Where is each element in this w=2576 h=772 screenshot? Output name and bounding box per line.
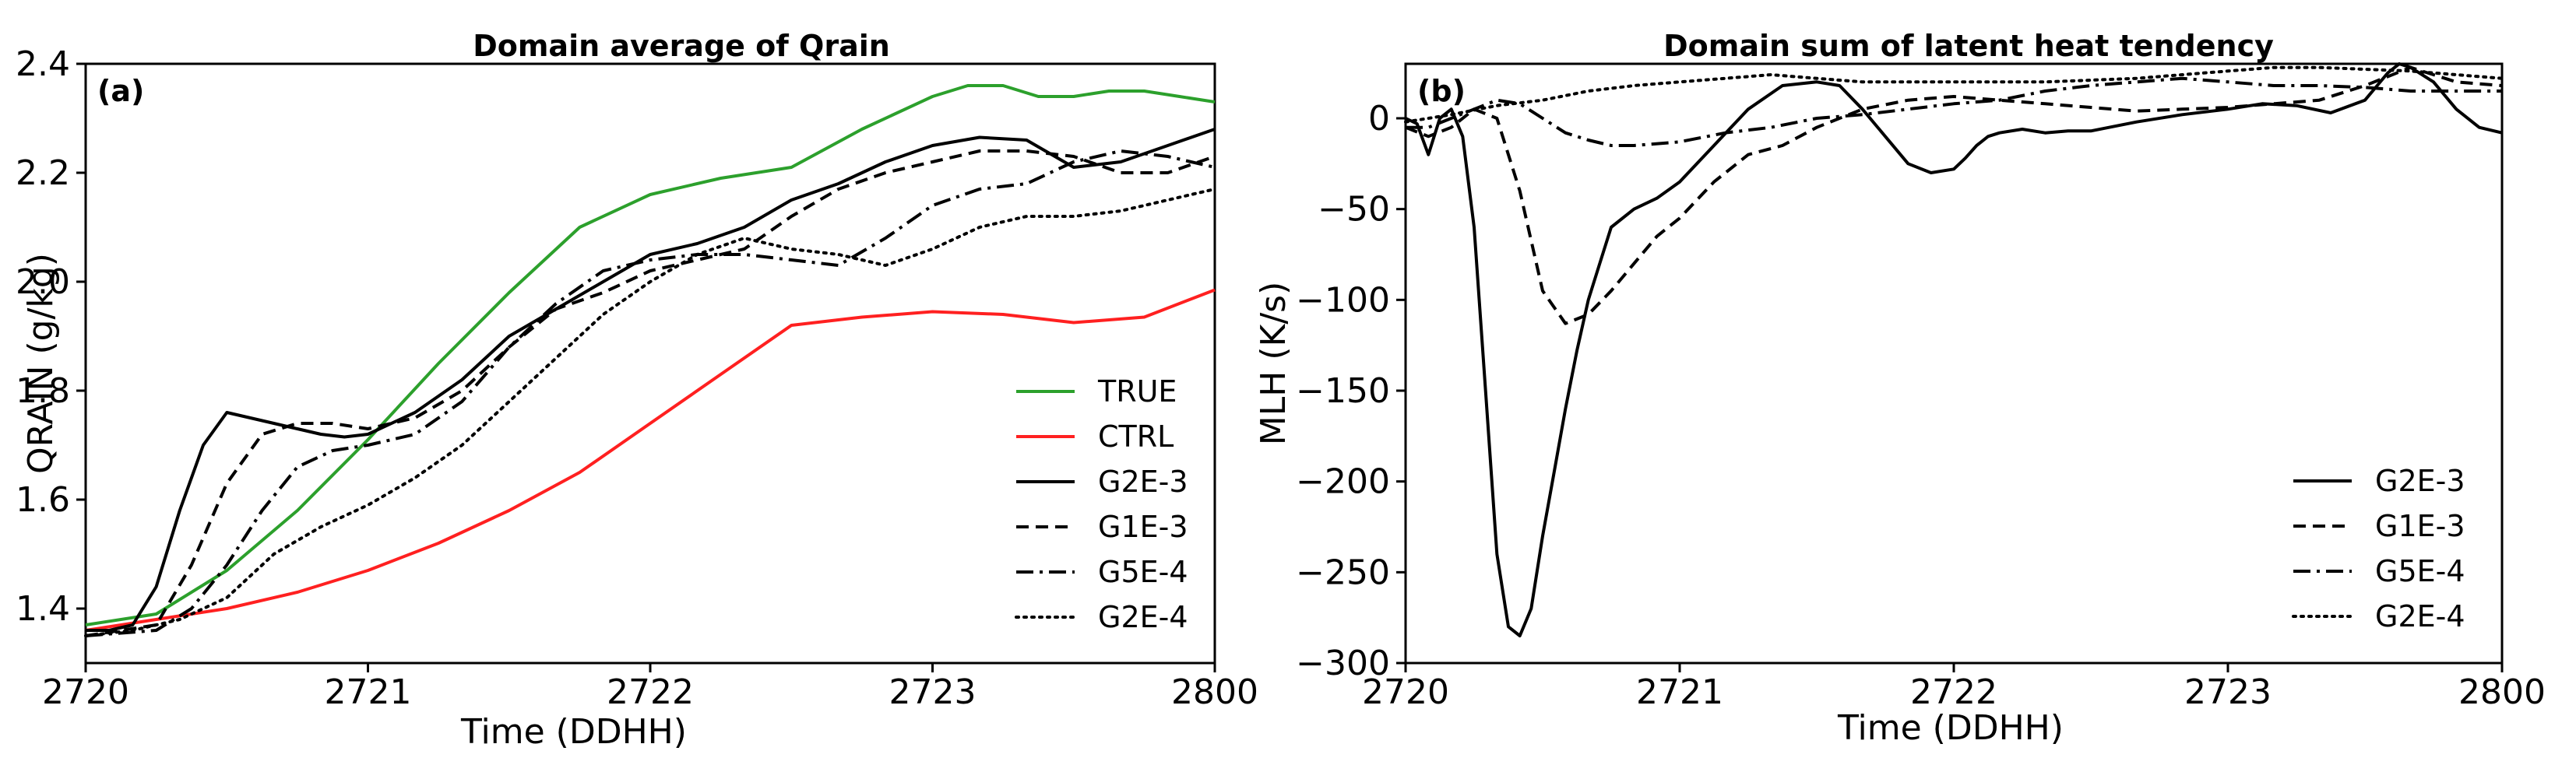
a-x-tick-label: 2722 xyxy=(607,672,694,712)
a-y-tick-label: 2.2 xyxy=(16,153,70,193)
a-legend-label: CTRL xyxy=(1098,419,1174,454)
b-y-tick-label: −250 xyxy=(1296,553,1390,592)
b-x-tick-label: 2720 xyxy=(1362,672,1449,712)
panel-a-title: Domain average of Qrain xyxy=(473,29,890,63)
a-y-tick-label: 1.6 xyxy=(16,480,70,520)
b-y-tick-label: −300 xyxy=(1296,644,1390,683)
panel-a-ylabel: QRAIN (g/kg) xyxy=(21,253,61,474)
b-y-tick-label: −100 xyxy=(1296,280,1390,320)
b-series-g5e-4 xyxy=(1406,76,2502,147)
b-legend-label: G2E-4 xyxy=(2375,599,2465,633)
b-y-tick-label: −200 xyxy=(1296,462,1390,502)
panel-a-chart: Domain average of Qrain (a) 1.4 1.6 1.8 2.0… xyxy=(16,29,1258,752)
a-series-g5e-4 xyxy=(85,149,1216,637)
a-legend-label: TRUE xyxy=(1097,374,1177,409)
panel-b-x-ticks: 2720 2721 2722 2723 2800 xyxy=(1362,663,2546,712)
a-x-tick-label: 2800 xyxy=(1171,672,1258,712)
b-y-tick-label: 0 xyxy=(1368,99,1390,139)
a-y-tick-label: 2.4 xyxy=(16,44,70,84)
a-x-tick-label: 2723 xyxy=(889,672,977,712)
panel-a-label: (a) xyxy=(97,74,144,108)
panel-a-series xyxy=(84,84,1216,637)
panel-a-xlabel: Time (DDHH) xyxy=(460,712,687,752)
panel-b-xlabel: Time (DDHH) xyxy=(1837,708,2064,748)
panel-b-title: Domain sum of latent heat tendency xyxy=(1663,29,2274,63)
b-x-tick-label: 2722 xyxy=(1910,672,1997,712)
a-series-g1e-3 xyxy=(85,149,1216,637)
panel-b-y-ticks: 0 −50 −100 −150 −200 −250 −300 xyxy=(1296,99,1406,683)
panel-b-chart: Domain sum of latent heat tendency (b) 0… xyxy=(1254,29,2546,748)
a-legend-label: G2E-3 xyxy=(1098,465,1188,499)
panel-a-y-ticks: 1.4 1.6 1.8 2.0 2.2 2.4 xyxy=(16,44,86,629)
b-y-tick-label: −50 xyxy=(1318,190,1390,230)
b-x-tick-label: 2723 xyxy=(2184,672,2272,712)
b-legend-label: G1E-3 xyxy=(2375,509,2465,543)
b-x-tick-label: 2800 xyxy=(2458,672,2546,712)
panel-a-x-ticks: 2720 2721 2722 2723 2800 xyxy=(42,663,1258,712)
b-legend-label: G2E-3 xyxy=(2375,464,2465,498)
b-series-g2e-4 xyxy=(1404,65,2504,124)
a-series-ctrl xyxy=(85,288,1216,632)
a-x-tick-label: 2720 xyxy=(42,672,129,712)
panel-b-series xyxy=(1404,62,2504,637)
b-series-g2e-3 xyxy=(1405,62,2503,637)
panel-a-legend: TRUE CTRL G2E-3 G1E-3 G5E-4 G2E-4 xyxy=(1015,374,1188,634)
panel-b-label: (b) xyxy=(1417,74,1466,108)
a-x-tick-label: 2721 xyxy=(325,672,412,712)
a-legend-label: G2E-4 xyxy=(1098,600,1188,634)
b-y-tick-label: −150 xyxy=(1296,371,1390,411)
panel-b-ylabel: MLH (K/s) xyxy=(1254,282,1293,445)
a-legend-label: G1E-3 xyxy=(1098,510,1188,544)
a-series-g2e-3 xyxy=(86,128,1216,632)
b-series-g1e-3 xyxy=(1405,65,2503,325)
a-y-tick-label: 2.0 xyxy=(16,262,70,302)
panel-b-legend: G2E-3 G1E-3 G5E-4 G2E-4 xyxy=(2292,464,2465,633)
a-y-tick-label: 1.4 xyxy=(16,589,70,629)
a-y-tick-label: 1.8 xyxy=(16,371,70,411)
b-x-tick-label: 2721 xyxy=(1636,672,1723,712)
a-series-true xyxy=(85,84,1216,626)
a-legend-label: G5E-4 xyxy=(1098,555,1188,589)
panel-b-frame xyxy=(1404,62,2504,665)
a-series-g2e-4 xyxy=(84,188,1216,637)
panel-a-frame xyxy=(84,62,1216,665)
b-legend-label: G5E-4 xyxy=(2375,554,2465,588)
